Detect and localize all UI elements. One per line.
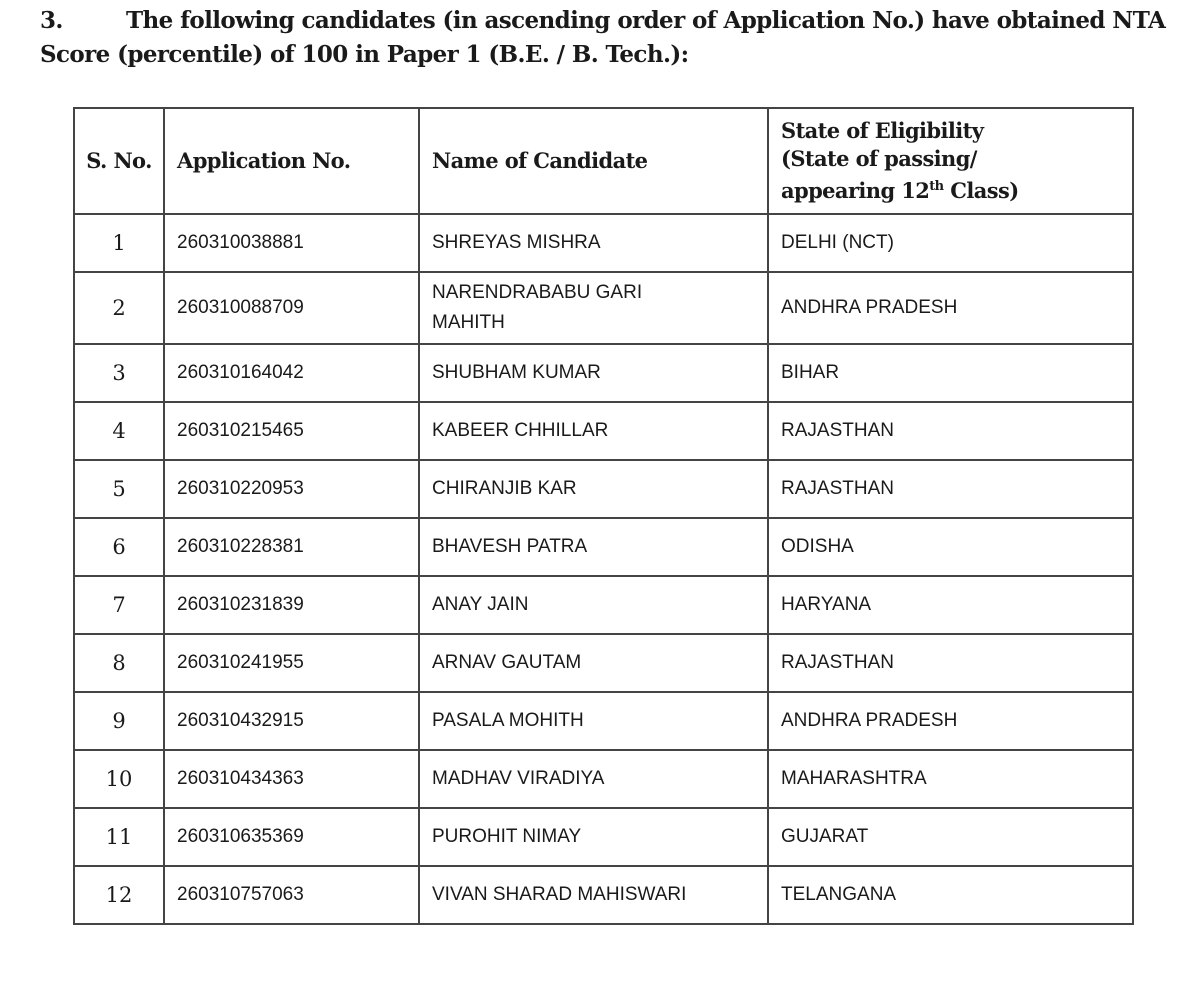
cell-sno: 11	[73, 807, 165, 867]
header-application-no: Application No.	[163, 107, 420, 215]
cell-name: VIVAN SHARAD MAHISWARI	[418, 865, 769, 925]
cell-name: ARNAV GAUTAM	[418, 633, 769, 693]
header-state-line3-text: appearing 12	[781, 178, 930, 203]
table-row: 7 260310231839 ANAY JAIN HARYANA	[73, 575, 1134, 635]
cell-sno: 6	[73, 517, 165, 577]
cell-application-no: 260310241955	[163, 633, 420, 693]
cell-state: DELHI (NCT)	[767, 213, 1134, 273]
cell-application-no: 260310432915	[163, 691, 420, 751]
cell-state: RAJASTHAN	[767, 401, 1134, 461]
cell-state: ODISHA	[767, 517, 1134, 577]
cell-sno: 1	[73, 213, 165, 273]
cell-application-no: 260310231839	[163, 575, 420, 635]
header-state-line1: State of Eligibility	[781, 118, 984, 143]
cell-sno: 5	[73, 459, 165, 519]
cell-application-no: 260310164042	[163, 343, 420, 403]
cell-application-no: 260310635369	[163, 807, 420, 867]
cell-name: CHIRANJIB KAR	[418, 459, 769, 519]
cell-sno: 12	[73, 865, 165, 925]
table-row: 10 260310434363 MADHAV VIRADIYA MAHARASHTRA	[73, 749, 1134, 809]
cell-application-no: 260310038881	[163, 213, 420, 273]
cell-name: SHREYAS MISHRA	[418, 213, 769, 273]
cell-name: SHUBHAM KUMAR	[418, 343, 769, 403]
table-row: 9 260310432915 PASALA MOHITH ANDHRA PRADESH	[73, 691, 1134, 751]
table-row: 5 260310220953 CHIRANJIB KAR RAJASTHAN	[73, 459, 1134, 519]
cell-state: HARYANA	[767, 575, 1134, 635]
header-sno: S. No.	[73, 107, 165, 215]
header-name: Name of Candidate	[418, 107, 769, 215]
cell-application-no: 260310088709	[163, 271, 420, 345]
cell-sno: 8	[73, 633, 165, 693]
cell-state: ANDHRA PRADESH	[767, 271, 1134, 345]
cell-sno: 3	[73, 343, 165, 403]
cell-application-no: 260310215465	[163, 401, 420, 461]
header-state: State of Eligibility (State of passing/ …	[767, 107, 1134, 215]
header-state-line2: (State of passing/	[781, 146, 977, 171]
cell-state: ANDHRA PRADESH	[767, 691, 1134, 751]
cell-name: PUROHIT NIMAY	[418, 807, 769, 867]
cell-name: MADHAV VIRADIYA	[418, 749, 769, 809]
cell-sno: 7	[73, 575, 165, 635]
cell-application-no: 260310434363	[163, 749, 420, 809]
cell-state: MAHARASHTRA	[767, 749, 1134, 809]
table-header-row: S. No. Application No. Name of Candidate…	[73, 107, 1134, 215]
cell-sno: 2	[73, 271, 165, 345]
table-row: 1 260310038881 SHREYAS MISHRA DELHI (NCT)	[73, 213, 1134, 273]
cell-application-no: 260310757063	[163, 865, 420, 925]
cell-name: PASALA MOHITH	[418, 691, 769, 751]
cell-application-no: 260310228381	[163, 517, 420, 577]
cell-name: NARENDRABABU GARI MAHITH	[418, 271, 769, 345]
cell-sno: 4	[73, 401, 165, 461]
cell-name: KABEER CHHILLAR	[418, 401, 769, 461]
table-row: 8 260310241955 ARNAV GAUTAM RAJASTHAN	[73, 633, 1134, 693]
table-row: 2 260310088709 NARENDRABABU GARI MAHITH AND…	[73, 271, 1134, 345]
table-row: 4 260310215465 KABEER CHHILLAR RAJASTHAN	[73, 401, 1134, 461]
section-number: 3.	[40, 7, 63, 34]
table-row: 3 260310164042 SHUBHAM KUMAR BIHAR	[73, 343, 1134, 403]
cell-name: BHAVESH PATRA	[418, 517, 769, 577]
cell-sno: 10	[73, 749, 165, 809]
cell-state: RAJASTHAN	[767, 459, 1134, 519]
section-text: The following candidates (in ascending o…	[40, 7, 1166, 68]
cell-state: GUJARAT	[767, 807, 1134, 867]
header-state-line3: appearing 12th Class)	[781, 173, 1120, 205]
section-heading: 3. The following candidates (in ascending…	[40, 4, 1170, 72]
cell-sno: 9	[73, 691, 165, 751]
header-state-sup: th	[929, 179, 944, 194]
cell-state: TELANGANA	[767, 865, 1134, 925]
table-row: 12 260310757063 VIVAN SHARAD MAHISWARI TELA…	[73, 865, 1134, 925]
candidates-table: S. No. Application No. Name of Candidate…	[73, 107, 1134, 925]
header-state-line3-end: Class)	[943, 178, 1019, 203]
table-row: 11 260310635369 PUROHIT NIMAY GUJARAT	[73, 807, 1134, 867]
cell-name: ANAY JAIN	[418, 575, 769, 635]
cell-state: BIHAR	[767, 343, 1134, 403]
cell-application-no: 260310220953	[163, 459, 420, 519]
cell-state: RAJASTHAN	[767, 633, 1134, 693]
table-row: 6 260310228381 BHAVESH PATRA ODISHA	[73, 517, 1134, 577]
